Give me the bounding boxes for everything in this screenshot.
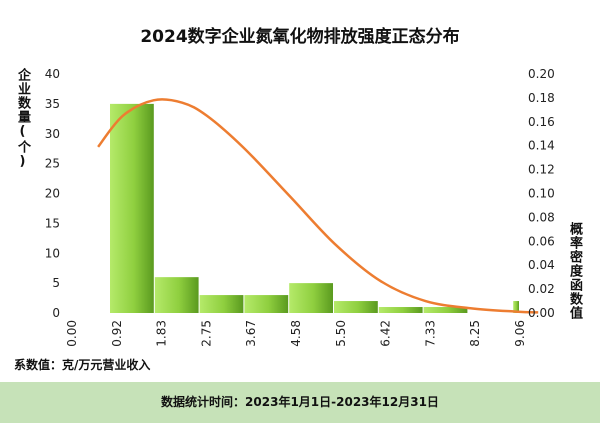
y-axis-left-ticks: 0 5 10 15 20 25 30 35 40 (45, 67, 60, 320)
y-left-tick-label: 25 (45, 157, 60, 171)
y-axis-right-ticks: 0.00 0.02 0.04 0.06 0.08 0.10 0.12 0.14 0.16 0.18… (528, 67, 555, 320)
y-right-tick-label: 0.08 (528, 210, 555, 224)
x-tick-label: 7.33 (423, 320, 437, 347)
y-left-tick-label: 30 (45, 127, 60, 141)
y-left-tick-label: 35 (45, 97, 60, 111)
y-right-tick-label: 0.10 (528, 187, 555, 201)
y-right-tick-label: 0.06 (528, 234, 555, 248)
x-tick-label: 8.25 (468, 320, 482, 347)
x-tick-label: 4.58 (289, 320, 303, 347)
y-right-tick-label: 0.02 (528, 282, 555, 296)
y-left-tick-label: 0 (52, 306, 60, 320)
normal-distribution-curve (97, 98, 539, 314)
x-tick-label: 3.67 (244, 320, 258, 347)
y-right-tick-label: 0.14 (528, 139, 555, 153)
y-right-tick-label: 0.18 (528, 91, 555, 105)
bar (513, 301, 519, 313)
x-tick-label: 5.50 (334, 320, 348, 347)
bar (110, 103, 154, 313)
y-axis-label-left: 企业数量(个) (15, 68, 30, 170)
x-tick-label: 1.83 (155, 320, 169, 347)
y-left-tick-label: 20 (45, 187, 60, 201)
unit-note: 系数值：克/万元营业收入 (14, 358, 151, 372)
x-tick-label: 9.06 (513, 320, 527, 347)
x-tick-label: 2.75 (199, 320, 213, 347)
y-left-tick-label: 10 (45, 246, 60, 260)
y-right-tick-label: 0.04 (528, 258, 555, 272)
bar (199, 295, 244, 313)
y-right-tick-label: 0.16 (528, 115, 555, 129)
bar (378, 307, 423, 313)
x-axis-ticks: 0.00 0.92 1.83 2.75 3.67 4.58 5.50 6.42 7.33 8.25… (65, 320, 527, 347)
y-right-tick-label: 0.20 (528, 67, 555, 81)
bar (334, 301, 378, 313)
x-tick-label: 0.92 (110, 320, 124, 347)
bar-series (110, 103, 519, 313)
y-right-tick-label: 0.00 (528, 306, 555, 320)
y-left-tick-label: 15 (45, 216, 60, 230)
y-axis-label-right: 概率密度函数值 (567, 222, 582, 320)
bar (423, 307, 468, 313)
y-right-tick-label: 0.12 (528, 163, 555, 177)
y-left-tick-label: 40 (45, 67, 60, 81)
bar (154, 277, 199, 313)
y-left-tick-label: 5 (52, 276, 60, 290)
bar (244, 295, 289, 313)
bar (289, 283, 333, 313)
x-tick-label: 0.00 (65, 320, 79, 347)
chart-title: 2024数字企业氮氧化物排放强度正态分布 (140, 27, 460, 47)
footer-banner: 数据统计时间：2023年1月1日-2023年12月31日 (0, 382, 600, 423)
x-tick-label: 6.42 (379, 320, 393, 347)
